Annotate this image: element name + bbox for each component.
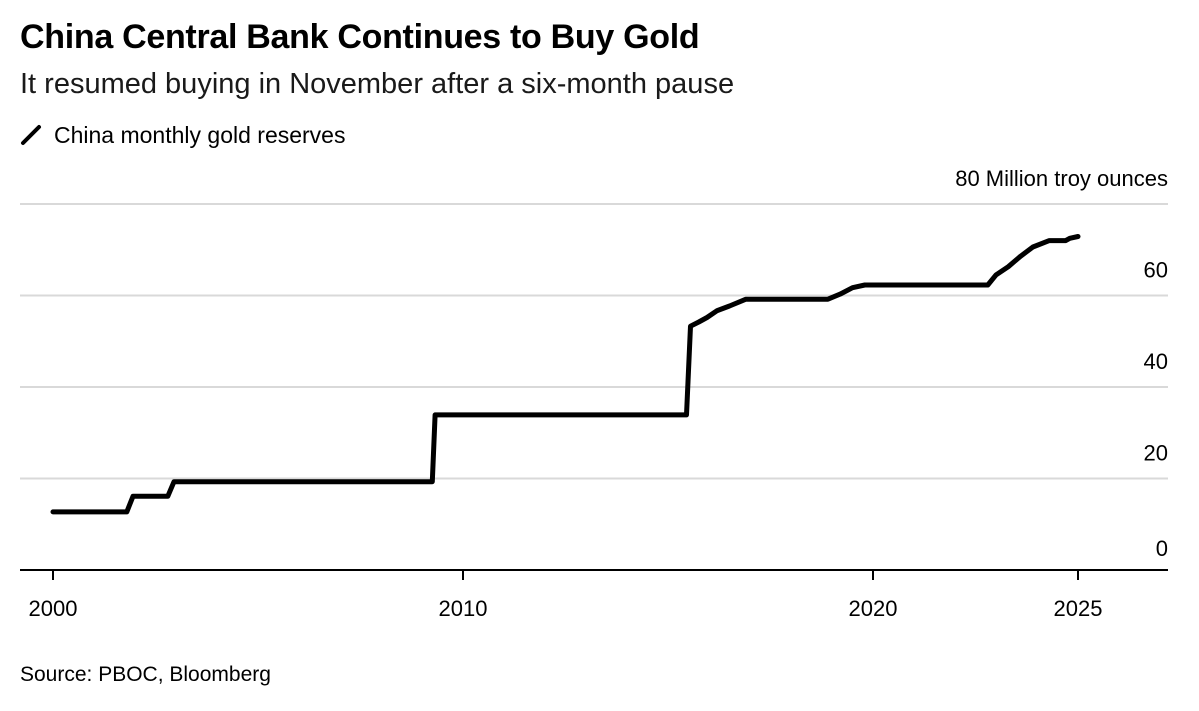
series-line-0 [50, 234, 1081, 515]
x-tick-label-2010: 2010 [439, 596, 488, 621]
x-tick-label-2000: 2000 [29, 596, 78, 621]
y-tick-label-0: 0 [1156, 536, 1168, 561]
source-note: Source: PBOC, Bloomberg [20, 663, 271, 686]
x-tick-label-2020: 2020 [849, 596, 898, 621]
y-tick-label-20: 20 [1144, 441, 1168, 466]
legend: China monthly gold reserves [20, 120, 345, 150]
chart-title: China Central Bank Continues to Buy Gold [20, 18, 700, 56]
y-tick-label-40: 40 [1144, 349, 1168, 374]
y-tick-label-60: 60 [1144, 258, 1168, 283]
legend-label: China monthly gold reserves [54, 121, 346, 148]
legend-line-swatch [21, 125, 41, 145]
chart-subtitle: It resumed buying in November after a si… [20, 68, 735, 100]
y-tick-label-80: 80 Million troy ounces [955, 166, 1168, 191]
x-tick-label-2025: 2025 [1054, 596, 1103, 621]
